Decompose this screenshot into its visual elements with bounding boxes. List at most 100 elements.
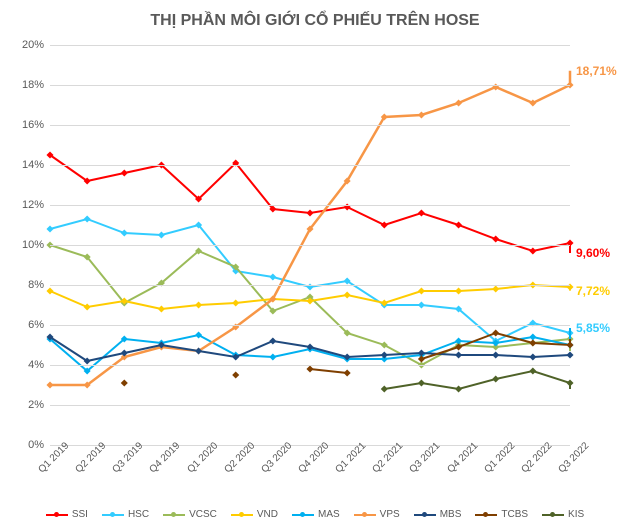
legend-label: MAS — [318, 509, 340, 520]
y-tick-label: 4% — [28, 359, 44, 371]
marker — [455, 385, 462, 392]
end-label-vps: 18,71% — [576, 64, 617, 78]
chart-container: THỊ PHẦN MÔI GIỚI CỔ PHIẾU TRÊN HOSE 0%2… — [0, 0, 630, 526]
marker — [344, 369, 351, 376]
gridline — [50, 405, 570, 406]
legend-label: MBS — [440, 509, 462, 520]
y-tick-label: 2% — [28, 399, 44, 411]
chart-title: THỊ PHẦN MÔI GIỚI CỔ PHIẾU TRÊN HOSE — [0, 0, 630, 30]
marker — [121, 379, 128, 386]
legend-swatch — [542, 514, 564, 516]
legend-swatch — [292, 514, 314, 516]
marker — [418, 111, 425, 118]
y-tick-label: 6% — [28, 319, 44, 331]
legend-label: SSI — [72, 509, 88, 520]
marker — [269, 273, 276, 280]
y-tick-label: 16% — [22, 119, 44, 131]
marker — [566, 379, 573, 386]
marker — [84, 215, 91, 222]
legend-item-vcsc: VCSC — [163, 509, 217, 520]
legend-label: KIS — [568, 509, 584, 520]
marker — [121, 169, 128, 176]
marker — [195, 301, 202, 308]
gridline — [50, 285, 570, 286]
marker — [455, 287, 462, 294]
plot-area: 0%2%4%6%8%10%12%14%16%18%20%18,71%9,60%7… — [50, 45, 570, 445]
legend-label: VCSC — [189, 509, 217, 520]
end-label-vnd: 7,72% — [576, 284, 610, 298]
marker — [381, 341, 388, 348]
legend-item-vps: VPS — [354, 509, 400, 520]
gridline — [50, 325, 570, 326]
legend-label: TCBS — [501, 509, 528, 520]
legend-swatch — [354, 514, 376, 516]
marker — [344, 291, 351, 298]
legend-swatch — [414, 514, 436, 516]
marker — [418, 301, 425, 308]
y-tick-label: 12% — [22, 199, 44, 211]
marker — [529, 367, 536, 374]
legend-swatch — [231, 514, 253, 516]
gridline — [50, 245, 570, 246]
marker — [418, 355, 425, 362]
marker — [492, 235, 499, 242]
legend: SSI HSC VCSC VND MAS VPS MBS TCBS KIS — [0, 509, 630, 520]
y-tick-label: 0% — [28, 439, 44, 451]
y-tick-label: 8% — [28, 279, 44, 291]
marker — [232, 371, 239, 378]
marker — [306, 209, 313, 216]
gridline — [50, 125, 570, 126]
marker — [455, 99, 462, 106]
marker — [195, 331, 202, 338]
marker — [306, 365, 313, 372]
x-axis: Q1 2019Q2 2019Q3 2019Q4 2019Q1 2020Q2 20… — [50, 448, 570, 498]
marker — [46, 287, 53, 294]
end-label-hsc: 5,85% — [576, 321, 610, 335]
marker — [455, 351, 462, 358]
marker — [158, 231, 165, 238]
end-label-ssi: 9,60% — [576, 246, 610, 260]
y-tick-label: 14% — [22, 159, 44, 171]
gridline — [50, 445, 570, 446]
y-tick-label: 10% — [22, 239, 44, 251]
marker — [529, 247, 536, 254]
legend-swatch — [46, 514, 68, 516]
series-line-tcbs — [310, 333, 570, 373]
marker — [46, 381, 53, 388]
marker — [121, 229, 128, 236]
marker — [418, 379, 425, 386]
marker — [566, 341, 573, 348]
marker — [566, 351, 573, 358]
gridline — [50, 165, 570, 166]
marker — [418, 287, 425, 294]
legend-item-mbs: MBS — [414, 509, 462, 520]
legend-swatch — [102, 514, 124, 516]
marker — [46, 225, 53, 232]
marker — [84, 303, 91, 310]
legend-label: HSC — [128, 509, 149, 520]
legend-item-hsc: HSC — [102, 509, 149, 520]
marker — [492, 351, 499, 358]
legend-item-ssi: SSI — [46, 509, 88, 520]
y-tick-label: 18% — [22, 79, 44, 91]
legend-item-vnd: VND — [231, 509, 278, 520]
legend-label: VND — [257, 509, 278, 520]
gridline — [50, 205, 570, 206]
marker — [381, 385, 388, 392]
marker — [269, 337, 276, 344]
marker — [418, 209, 425, 216]
marker — [381, 221, 388, 228]
gridline — [50, 45, 570, 46]
legend-item-mas: MAS — [292, 509, 340, 520]
marker — [492, 375, 499, 382]
marker — [381, 351, 388, 358]
marker — [269, 353, 276, 360]
gridline — [50, 365, 570, 366]
series-line-kis — [384, 371, 570, 389]
legend-label: VPS — [380, 509, 400, 520]
marker — [492, 329, 499, 336]
legend-swatch — [163, 514, 185, 516]
marker — [492, 285, 499, 292]
y-tick-label: 20% — [22, 39, 44, 51]
marker — [529, 353, 536, 360]
